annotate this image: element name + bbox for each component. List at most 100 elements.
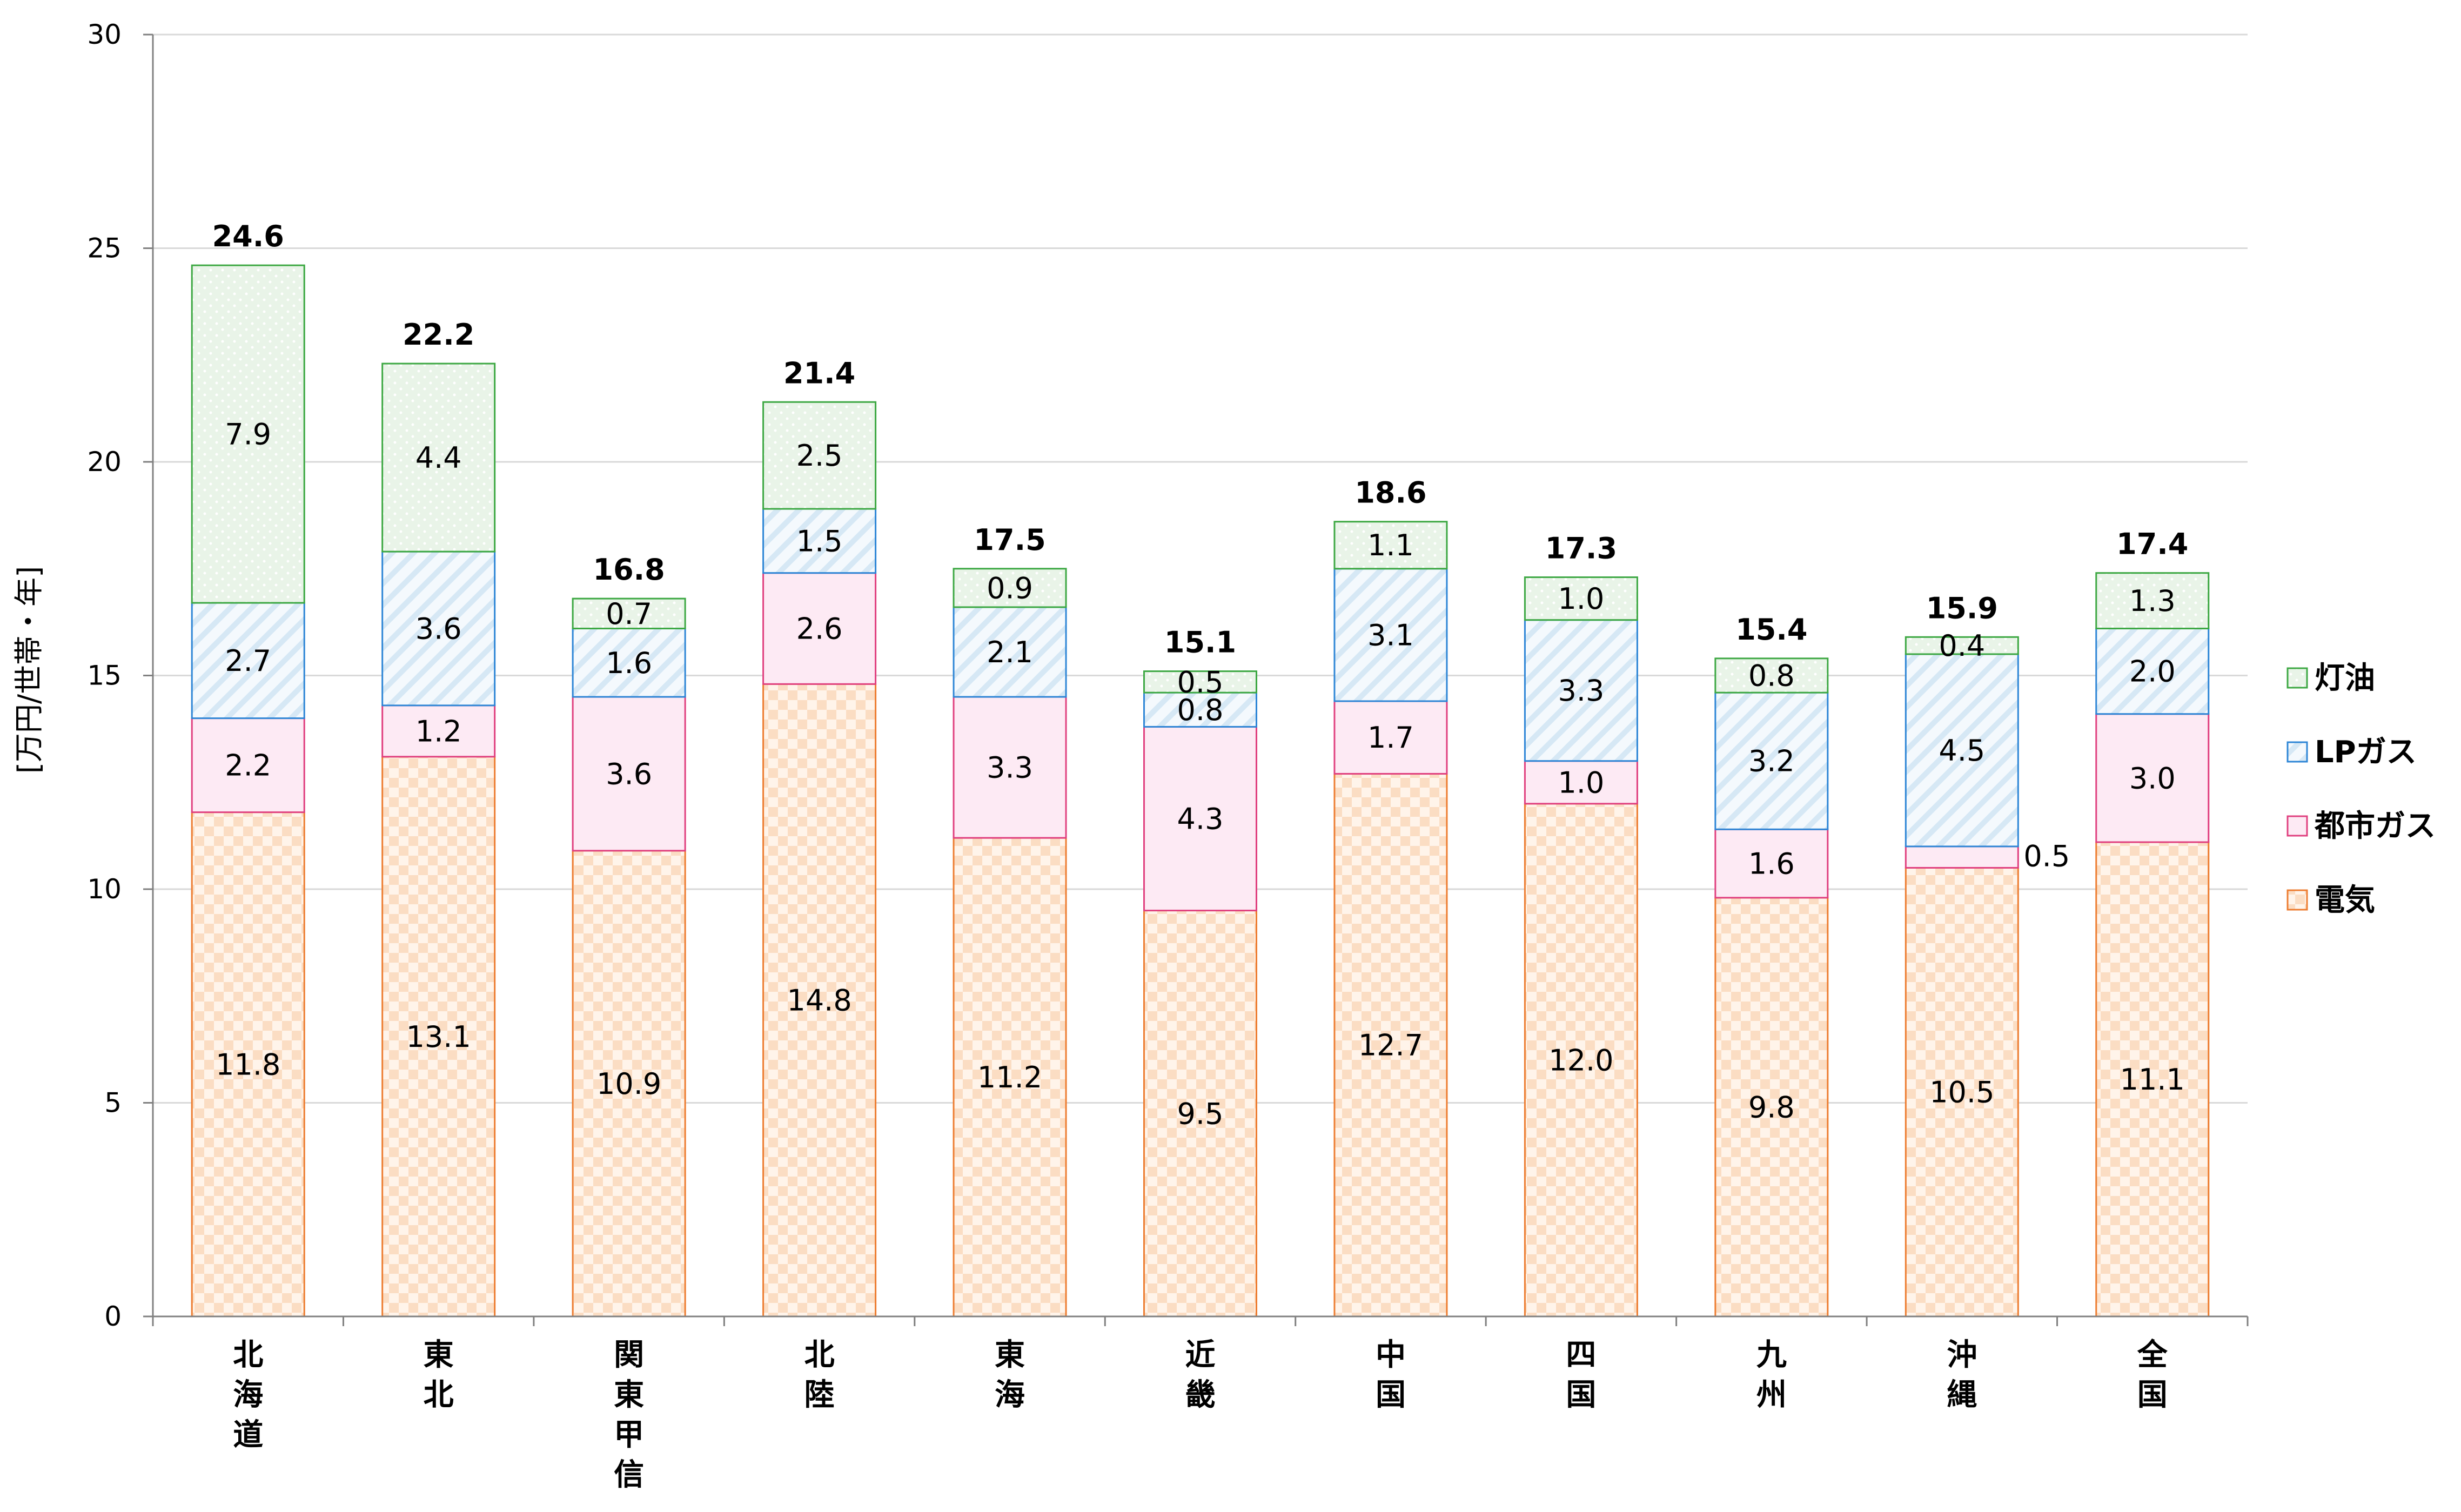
segment-value-label: 0.7 [606,597,652,631]
segment-value-label: 4.3 [1177,802,1224,836]
bar-segment-都市ガス [762,572,877,685]
legend-label: LPガス [2315,735,2417,770]
bar-segment-灯油 [1333,521,1448,570]
x-category-label: 全 [2137,1338,2168,1373]
bar-segment-灯油 [1524,576,1638,621]
segment-value-label: 12.0 [1548,1043,1613,1077]
bar-segment-都市ガス [1143,725,1257,912]
x-category-label: 北 [424,1377,454,1413]
bar-segment-都市ガス [381,704,496,758]
segment-value-label: 1.2 [415,714,462,748]
bar-segment-都市ガス [1333,700,1448,775]
legend-swatch-都市ガス [2286,815,2308,837]
x-category-label: 道 [233,1417,263,1453]
x-category-label: 海 [995,1377,1025,1413]
segment-value-label: 3.2 [1748,744,1795,778]
bar-segment-灯油 [953,568,1067,608]
bar-segment-灯油 [572,597,686,629]
bar-segment-電気 [381,756,496,1318]
bar-segment-LPガス [1905,653,2019,848]
segment-value-label: 1.5 [796,524,843,558]
segment-value-label: 2.2 [225,749,271,783]
segment-value-label: 13.1 [406,1020,471,1054]
bar-segment-都市ガス [191,717,305,814]
bar-segment-電気 [1333,772,1448,1318]
total-value-label: 15.1 [1164,626,1236,660]
y-tick-label: 10 [87,873,122,905]
total-value-label: 15.4 [1735,613,1807,647]
segment-value-label: 1.7 [1367,721,1414,755]
segment-value-label: 2.5 [796,439,843,473]
bar-segment-灯油 [381,362,496,553]
x-category-label: 北 [233,1338,263,1373]
x-category-label: 九 [1756,1338,1787,1373]
segment-value-label: 0.9 [987,571,1033,605]
segment-value-label: 1.0 [1558,765,1604,799]
bar-segment-電気 [953,837,1067,1318]
segment-value-label: 11.1 [2120,1063,2185,1097]
x-category-label: 東 [424,1338,454,1373]
y-axis-title: [万円/世帯・年] [12,566,46,774]
segment-value-label: 3.3 [1558,674,1604,708]
segment-value-label: 9.5 [1177,1097,1224,1131]
total-value-label: 22.2 [403,318,474,352]
bar-segment-都市ガス [1714,828,1829,899]
x-category-label: 甲 [614,1417,644,1453]
total-value-label: 24.6 [212,219,284,253]
x-category-label: 北 [804,1338,835,1373]
segment-value-label: 11.2 [977,1060,1042,1094]
total-value-label: 18.6 [1354,476,1426,510]
segment-value-label: 3.1 [1367,618,1414,652]
x-category-label: 国 [1566,1377,1596,1413]
bar-segment-灯油 [191,264,305,604]
segment-value-label: 0.8 [1177,693,1224,727]
segment-value-label: 1.6 [606,646,652,680]
segment-value-label: 9.8 [1748,1090,1795,1124]
bar-segment-都市ガス [1905,845,2019,869]
bar-segment-LPガス [1714,691,1829,830]
x-category-label: 信 [614,1457,644,1493]
x-category-label: 近 [1185,1338,1216,1373]
legend-label: 灯油 [2315,661,2375,696]
segment-value-label: 0.8 [1748,659,1795,693]
legend-swatch-灯油 [2286,667,2308,689]
bar-segment-電気 [1905,866,2019,1318]
bar-segment-灯油 [1905,636,2019,655]
bar-segment-LPガス [1143,691,1257,728]
y-tick-label: 25 [87,233,122,264]
total-value-label: 21.4 [783,356,855,390]
bar-segment-LPガス [953,606,1067,698]
bar-segment-灯油 [762,401,877,510]
total-value-label: 16.8 [593,553,665,587]
segment-value-label: 2.1 [987,635,1033,669]
segment-value-label: 14.8 [787,984,851,1018]
segment-value-label: 3.6 [606,757,652,791]
segment-value-label: 4.4 [415,441,462,475]
x-category-label: 陸 [804,1377,835,1413]
x-category-label: 海 [233,1377,263,1413]
bar-segment-LPガス [381,550,496,707]
y-tick-label: 0 [104,1301,122,1332]
x-category-label: 縄 [1947,1377,1977,1413]
data-labels: 11.8 2.2 2.7 7.9 24.6 13.1 1.2 3.6 4.4 22.2 10.9 3.… [212,219,2189,1131]
segment-value-label: 2.7 [225,644,271,678]
total-value-label: 17.5 [974,523,1045,557]
x-category-label: 国 [2137,1377,2168,1413]
total-value-label: 17.3 [1545,532,1617,566]
bar-segment-灯油 [1714,657,1829,694]
x-category-label: 畿 [1185,1377,1216,1413]
x-category-label: 沖 [1947,1338,1977,1373]
y-tick-label: 20 [87,446,122,478]
bar-segment-灯油 [2095,572,2210,629]
y-tick-label: 5 [104,1087,122,1119]
bar-segment-LPガス [572,627,686,698]
legend-swatch-LPガス [2286,741,2308,763]
segment-value-label: 2.6 [796,611,843,646]
bar-segment-灯油 [1143,670,1257,694]
segment-value-label: 0.5 [1177,665,1224,699]
segment-value-label: 0.5 [2023,839,2070,873]
y-tick-label: 30 [87,19,122,50]
